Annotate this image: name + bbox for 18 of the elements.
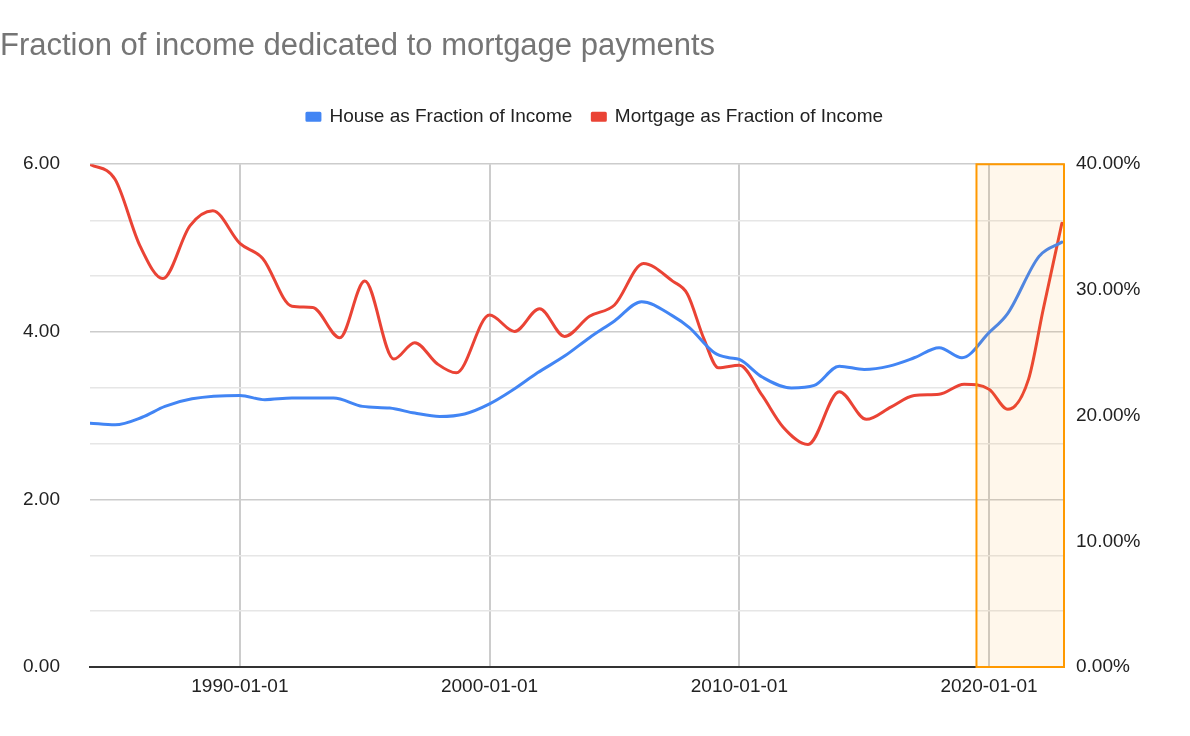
legend-label: Mortgage as Fraction of Income [614, 104, 884, 126]
y2-tick-label: 0.00% [1076, 655, 1130, 677]
legend-label: House as Fraction of Income [329, 104, 573, 126]
y2-tick-label: 20.00% [1076, 403, 1141, 425]
x-tick-label: 2000-01-01 [440, 674, 539, 696]
y-tick-label: 4.00 [23, 320, 60, 342]
y2-tick-label: 30.00% [1076, 278, 1141, 300]
y-tick-label: 0.00 [23, 655, 60, 677]
line-series [90, 164, 1064, 447]
x-tick-label: 1990-01-01 [191, 674, 289, 696]
chart-title: Fraction of income dedicated to mortgage payments [0, 27, 716, 63]
line-series [90, 240, 1064, 427]
x-tick-label: 2010-01-01 [690, 674, 788, 696]
y2-tick-label: 40.00% [1076, 152, 1141, 174]
y-tick-label: 6.00 [23, 152, 60, 174]
y2-tick-label: 10.00% [1076, 529, 1141, 551]
x-tick-label: 2020-01-01 [940, 674, 1038, 696]
y-tick-label: 2.00 [23, 487, 60, 509]
